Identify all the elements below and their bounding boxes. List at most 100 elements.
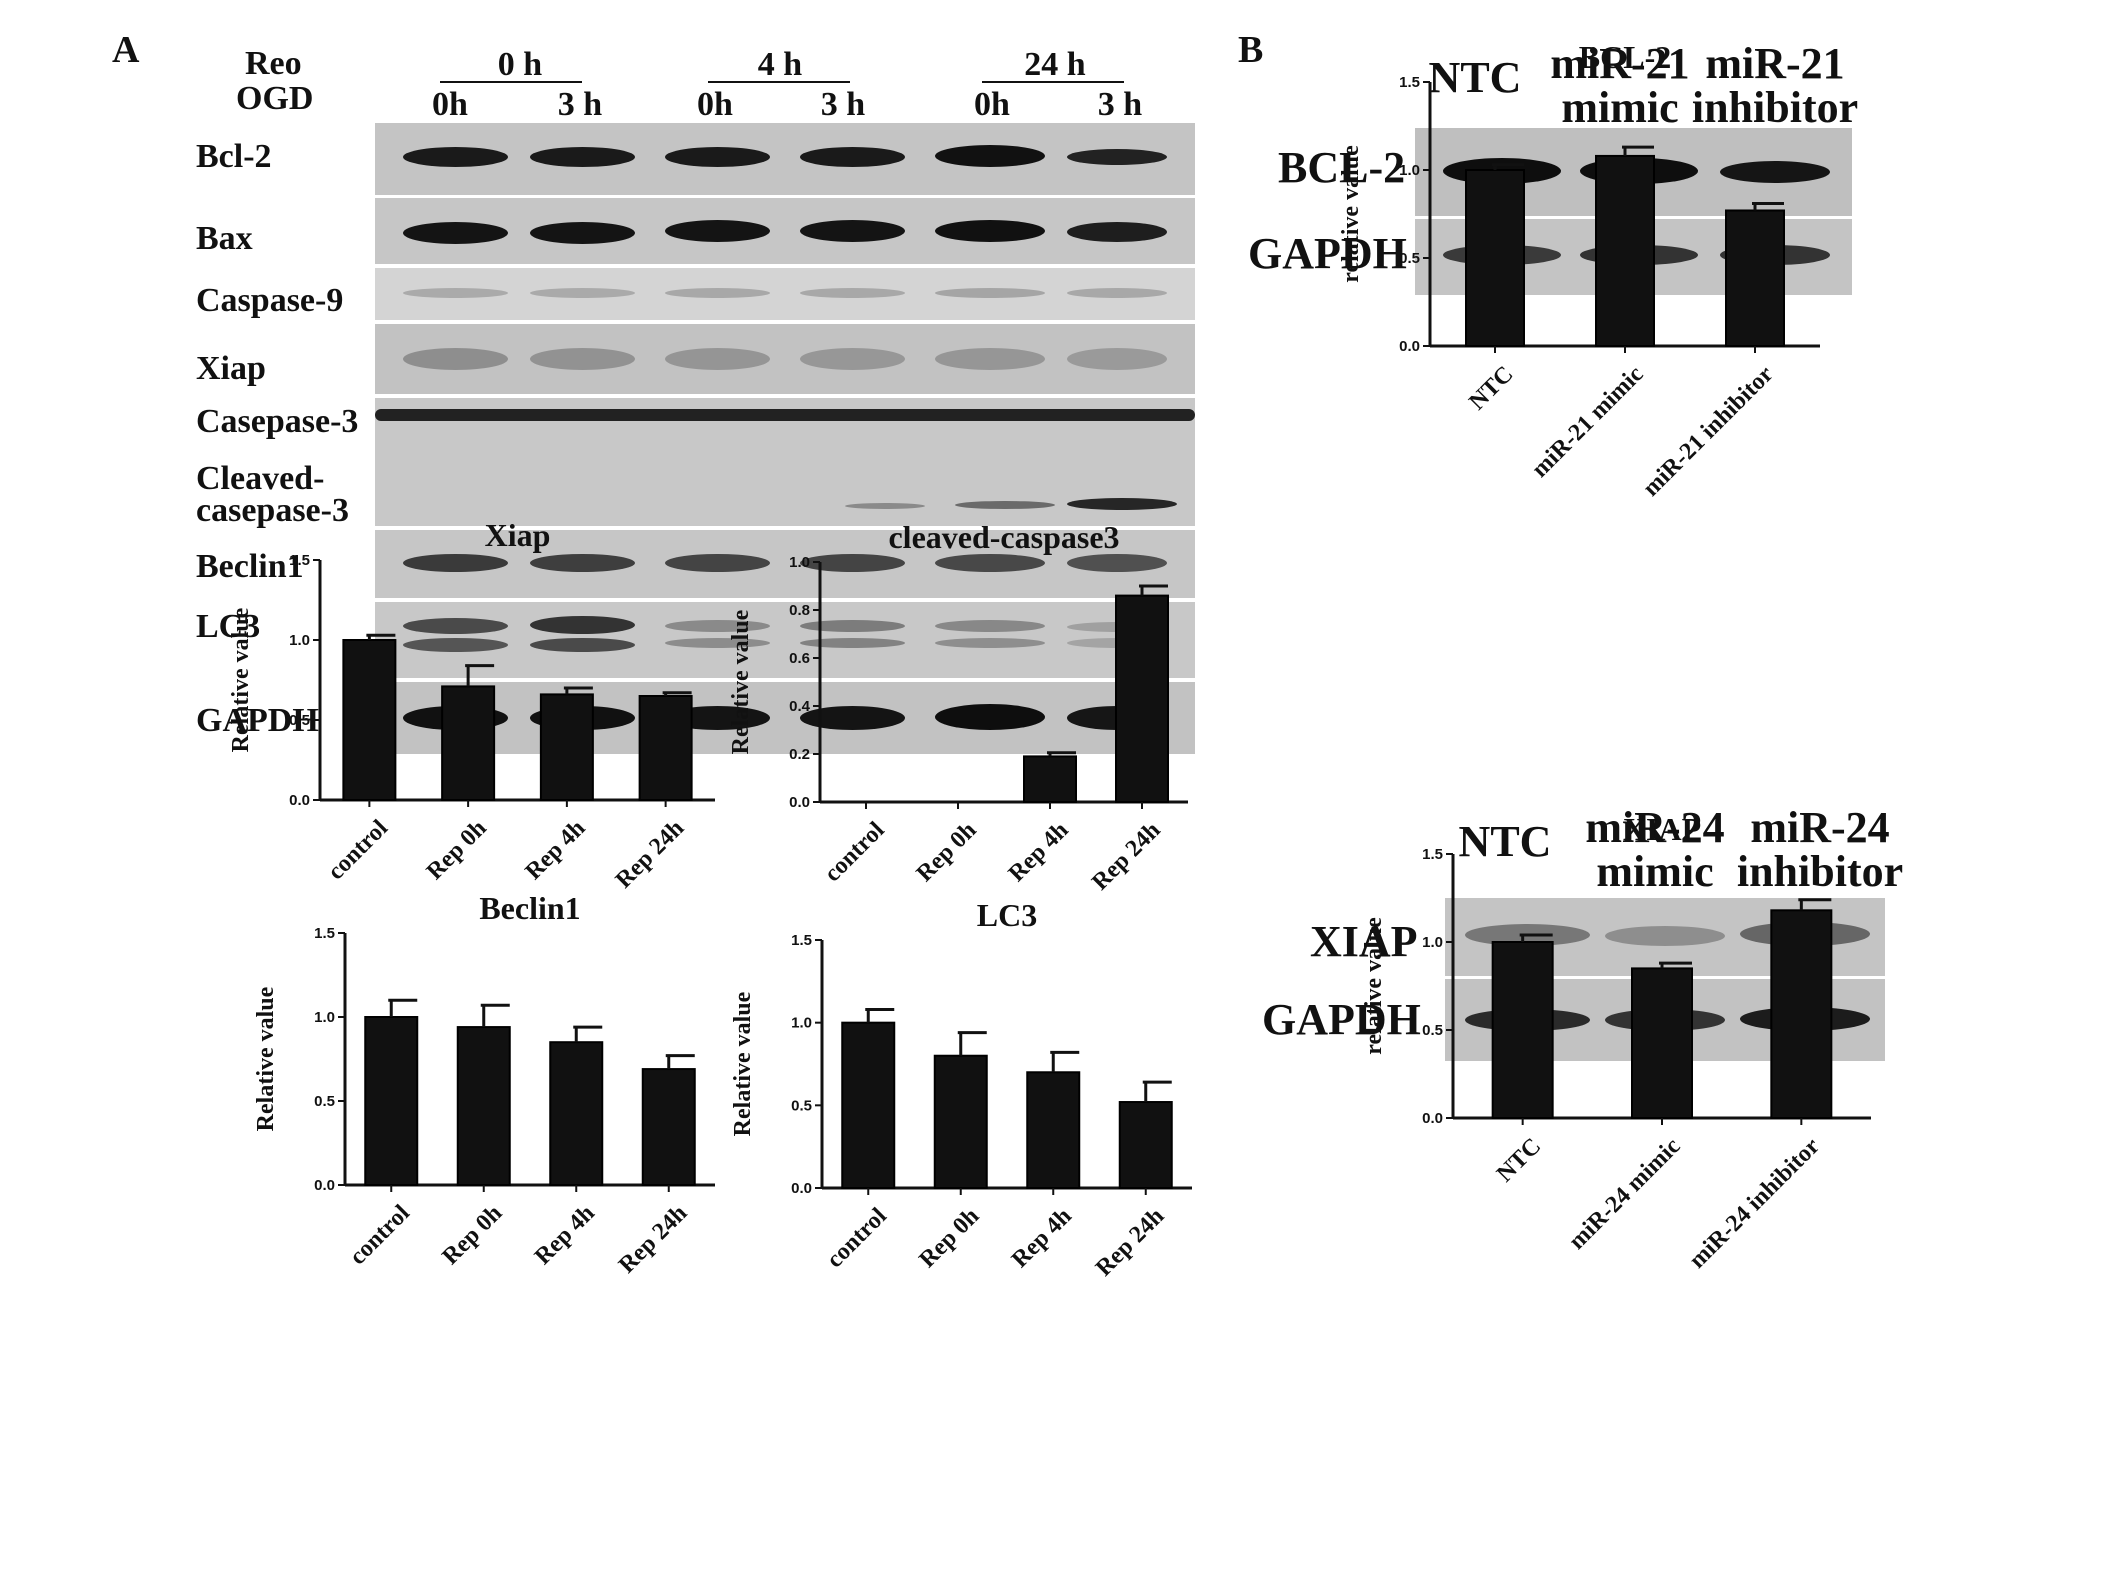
band — [665, 288, 770, 298]
band — [530, 348, 635, 370]
chart-title: XIAP — [1623, 811, 1701, 847]
y-tick-label: 1.0 — [1399, 162, 1420, 179]
band — [530, 222, 635, 244]
band — [935, 348, 1045, 370]
y-axis-label: Relative value — [228, 607, 254, 752]
blot-strip-bax — [375, 198, 1195, 264]
blot-label-beclin1: Beclin1 — [196, 548, 304, 585]
band — [845, 503, 925, 509]
x-tick-label: miR-24 mimic — [1564, 1133, 1686, 1255]
band — [403, 222, 508, 244]
x-tick-label: NTC — [1492, 1133, 1546, 1187]
chart-title: cleaved-caspase3 — [888, 519, 1119, 555]
y-tick-label: 1.0 — [314, 1009, 335, 1026]
blot1-label-bcl2: BCL-2 — [1278, 143, 1406, 192]
reo-group-underline — [440, 81, 582, 83]
y-tick-label: 1.5 — [314, 925, 335, 942]
y-tick-label: 0.5 — [289, 712, 310, 729]
y-tick-label: 1.5 — [1399, 74, 1420, 91]
blot-strip-lc3 — [375, 602, 1195, 678]
band — [530, 288, 635, 298]
blot1-label-gapdh: GAPDH — [1248, 229, 1407, 278]
blot1-header-mimic: miR-21 — [1550, 39, 1690, 88]
blot-label-caspase3: Casepase-3 — [196, 403, 359, 440]
band — [800, 706, 905, 730]
band — [665, 220, 770, 242]
band — [935, 704, 1045, 730]
y-tick-label: 0.6 — [789, 650, 810, 667]
blot-label-lc3: LC3 — [196, 608, 261, 645]
chart-title: Xiap — [485, 517, 551, 553]
blot1-header-mimic-2: mimic — [1561, 83, 1679, 132]
band — [403, 638, 508, 652]
bar — [1115, 594, 1169, 803]
band — [935, 638, 1045, 648]
bar — [1631, 967, 1693, 1120]
blot-label-cleaved-line2: casepase-3 — [196, 492, 349, 529]
blot2-header-mimic: miR-24 — [1585, 803, 1725, 852]
blot2-label-xiap: XIAP — [1310, 917, 1418, 966]
chart-title: LC3 — [977, 897, 1037, 933]
reo-group-4h: 4 h — [757, 46, 803, 83]
bar — [1023, 755, 1077, 804]
band — [375, 409, 1195, 421]
blot2-header-inhibitor-2: inhibitor — [1736, 847, 1904, 896]
band — [1067, 288, 1167, 298]
bar — [456, 1026, 511, 1186]
band — [1067, 222, 1167, 242]
ogd-lane-label: 0h — [697, 86, 733, 123]
bar — [364, 1016, 419, 1186]
band — [1720, 161, 1830, 183]
reo-group-underline — [982, 81, 1124, 83]
blot-label-bax: Bax — [196, 220, 253, 257]
band — [665, 554, 770, 572]
blot1-header-inhibitor-2: inhibitor — [1691, 83, 1859, 132]
band — [1067, 348, 1167, 370]
y-axis-label: Relative value — [730, 991, 756, 1136]
band — [800, 288, 905, 298]
band — [1067, 554, 1167, 572]
ogd-lane-label: 0h — [974, 86, 1010, 123]
band — [665, 638, 770, 648]
blot-label-bcl2: Bcl-2 — [196, 138, 272, 175]
band — [530, 616, 635, 634]
band — [1605, 926, 1725, 946]
y-tick-label: 0.0 — [789, 794, 810, 811]
y-axis-label: Relative value — [728, 609, 754, 754]
reo-group-0h: 0 h — [497, 46, 543, 83]
blot-label-xiap: Xiap — [196, 350, 266, 387]
band — [800, 620, 905, 632]
blot-strip-bcl2 — [375, 123, 1195, 195]
reo-group-underline — [708, 81, 850, 83]
blot1-header-inhibitor: miR-21 — [1705, 39, 1845, 88]
y-tick-label: 0.0 — [1422, 1110, 1443, 1127]
y-tick-label: 0.5 — [791, 1097, 812, 1114]
y-tick-label: 0.4 — [789, 698, 811, 715]
bar — [441, 685, 496, 802]
x-tick-label: miR-24 inhibitor — [1684, 1133, 1825, 1274]
band — [800, 147, 905, 167]
band — [403, 618, 508, 634]
y-axis-label: relative value — [1338, 145, 1364, 283]
blot-strip-caspase9 — [375, 268, 1195, 320]
blot-strip-gapdh — [375, 682, 1195, 754]
band — [1067, 498, 1177, 510]
blot-label-caspase9: Caspase-9 — [196, 282, 344, 319]
y-tick-label: 1.0 — [789, 554, 810, 571]
bar — [549, 1041, 604, 1186]
y-tick-label: 0.5 — [1422, 1022, 1443, 1039]
chart-title: Beclin1 — [479, 890, 580, 926]
blot2-header-mimic-2: mimic — [1596, 847, 1714, 896]
y-axis-label: relative value — [1361, 917, 1387, 1055]
band — [530, 147, 635, 167]
band — [403, 147, 508, 167]
band — [800, 220, 905, 242]
blot1-header-ntc: NTC — [1428, 53, 1522, 102]
ogd-lane-label: 3 h — [820, 86, 866, 123]
blot2-header-ntc: NTC — [1458, 817, 1552, 866]
